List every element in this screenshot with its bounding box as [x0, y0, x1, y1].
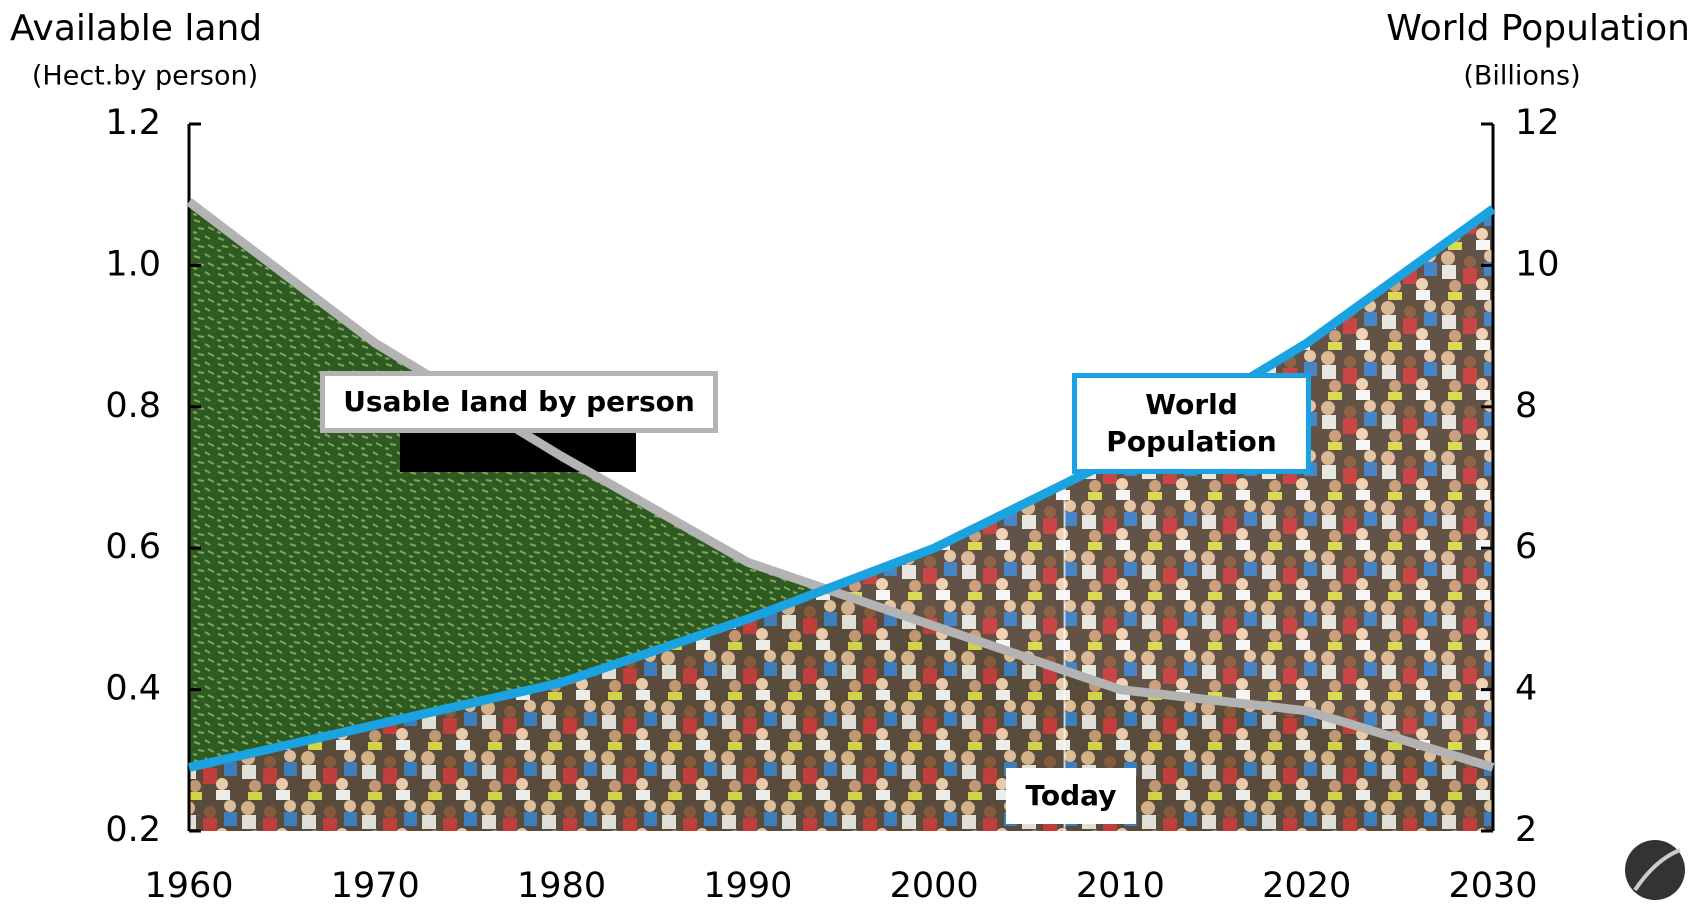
y2-tick-label: 2: [1515, 810, 1537, 850]
y-tick-label: 0.4: [105, 669, 161, 709]
x-tick-label: 2020: [1262, 866, 1351, 904]
y2-tick-label: 6: [1515, 527, 1537, 567]
series-line: [186, 198, 1495, 772]
crowd-area: [189, 208, 1493, 832]
x-tick-label: 1970: [331, 866, 420, 904]
land-label: Usable land by person: [320, 371, 718, 433]
y2-tick-label: 10: [1515, 244, 1560, 284]
y-title: Available land: [10, 8, 262, 49]
population-label: World Population: [1072, 373, 1311, 474]
x-tick-label: 2030: [1448, 866, 1537, 904]
x-tick-label: 1980: [517, 866, 606, 904]
today-label: Today: [1006, 768, 1136, 824]
black-bar: [400, 433, 636, 472]
x-tick-label: 2010: [1076, 866, 1165, 904]
y-tick-label: 0.2: [105, 810, 161, 850]
y2-tick-label: 8: [1515, 386, 1537, 426]
series-line: [188, 205, 1496, 772]
y2-subtitle: (Billions): [1463, 61, 1580, 92]
logo: [1625, 840, 1685, 900]
y2-tick-label: 12: [1515, 103, 1560, 143]
y2-title: World Population: [1386, 8, 1690, 49]
y-subtitle: (Hect.by person): [32, 61, 258, 92]
x-tick-label: 1990: [703, 866, 792, 904]
land-area: [189, 201, 1493, 831]
y-tick-label: 1.2: [105, 103, 161, 143]
y2-tick-label: 4: [1515, 669, 1537, 709]
y-tick-label: 1.0: [105, 244, 161, 284]
x-tick-label: 1960: [144, 866, 233, 904]
y-tick-label: 0.8: [105, 386, 161, 426]
x-tick-label: 2000: [890, 866, 979, 904]
y-tick-label: 0.6: [105, 527, 161, 567]
